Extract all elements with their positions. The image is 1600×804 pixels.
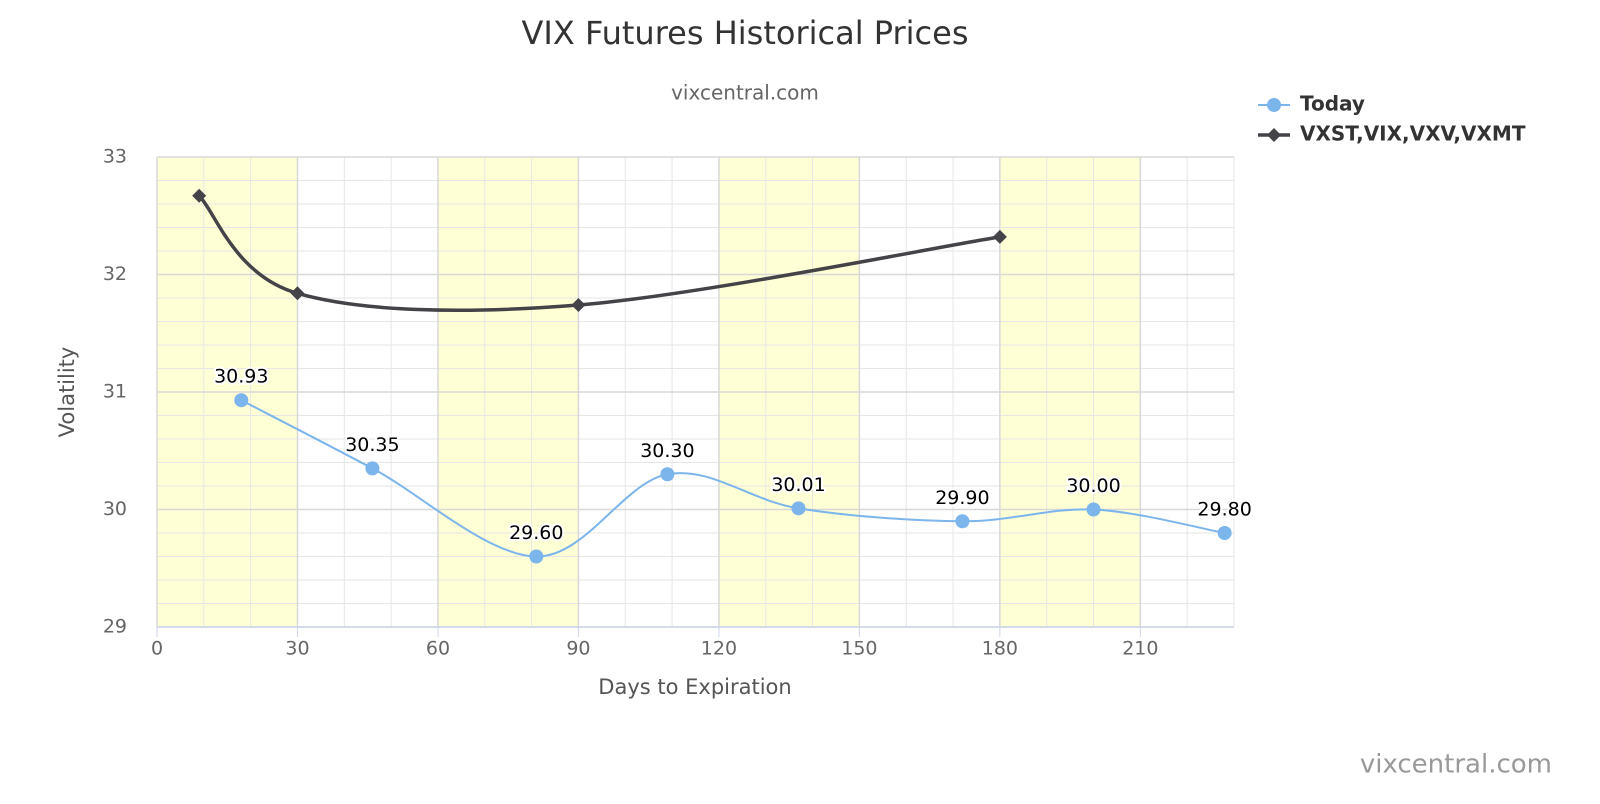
- data-point: [192, 188, 207, 203]
- data-point: [365, 461, 380, 476]
- x-tick-label: 210: [1122, 638, 1158, 660]
- y-tick-label: 31: [103, 381, 127, 403]
- series-line: [197, 194, 1001, 313]
- data-label: 29.60: [509, 522, 563, 544]
- data-point: [660, 467, 675, 482]
- x-tick-label: 180: [982, 638, 1018, 660]
- x-tick-label: 150: [841, 638, 877, 660]
- x-tick-label: 90: [566, 638, 590, 660]
- x-tick-label: 30: [285, 638, 309, 660]
- credits: vixcentral.com: [1360, 750, 1552, 780]
- x-tick-label: 0: [151, 638, 163, 660]
- data-point: [1086, 502, 1101, 517]
- data-label: 30.93: [214, 366, 268, 388]
- x-axis-title: Days to Expiration: [598, 675, 791, 699]
- data-label: 30.30: [640, 440, 694, 462]
- y-tick-label: 29: [103, 616, 127, 638]
- legend-marker: [1267, 98, 1281, 112]
- y-axis-title: Volatility: [55, 347, 79, 438]
- legend-marker: [1267, 128, 1281, 142]
- data-point: [1217, 526, 1232, 540]
- legend-label: Today: [1300, 92, 1365, 116]
- data-label: 29.80: [1197, 499, 1251, 521]
- data-point: [290, 286, 305, 301]
- x-tick-label: 120: [701, 638, 737, 660]
- data-point: [529, 549, 544, 564]
- y-tick-label: 33: [103, 146, 127, 168]
- chart-title: VIX Futures Historical Prices: [522, 14, 969, 52]
- data-label: 30.00: [1066, 475, 1120, 497]
- data-point: [571, 298, 586, 313]
- y-tick-label: 32: [103, 263, 127, 285]
- chart-subtitle: vixcentral.com: [671, 81, 819, 105]
- data-point: [955, 514, 970, 529]
- x-tick-label: 60: [426, 638, 450, 660]
- series-line: [240, 399, 1225, 558]
- data-label: 30.01: [771, 474, 825, 496]
- data-label: 29.90: [935, 487, 989, 509]
- data-point: [992, 229, 1007, 244]
- data-point: [234, 393, 249, 408]
- data-label: 30.35: [345, 434, 399, 456]
- data-point: [791, 501, 806, 516]
- legend-label: VXST,VIX,VXV,VXMT: [1300, 122, 1526, 146]
- y-tick-label: 30: [103, 498, 127, 520]
